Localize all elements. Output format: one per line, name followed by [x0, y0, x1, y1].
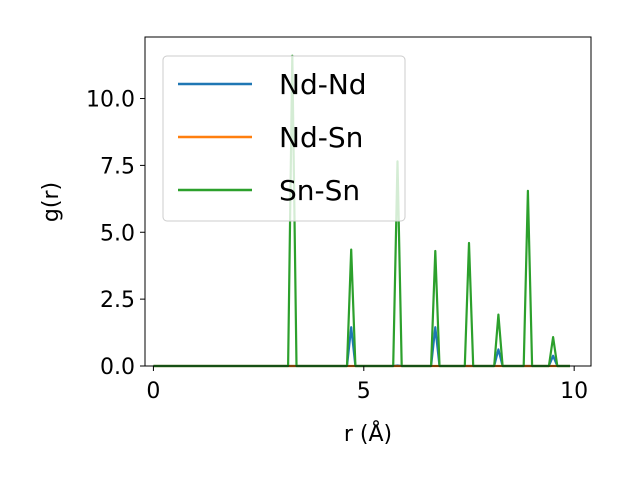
- y-axis: 0.0 2.5 5.0 7.5 10.0: [86, 88, 145, 380]
- series-line-nd-nd: [153, 326, 570, 368]
- y-tick-label: 10.0: [86, 88, 135, 113]
- legend-label: Nd-Nd: [279, 68, 367, 101]
- legend: Nd-Nd Nd-Sn Sn-Sn: [162, 55, 406, 222]
- y-tick-label: 5.0: [100, 221, 135, 246]
- legend-label: Nd-Sn: [279, 121, 363, 154]
- plot-frame: [144, 36, 592, 367]
- x-tick-label: 5: [357, 379, 371, 404]
- x-tick-label: 10: [560, 379, 588, 404]
- y-tick-label: 0.0: [100, 355, 135, 380]
- y-tick-label: 2.5: [100, 288, 135, 313]
- y-tick-label: 7.5: [100, 154, 135, 179]
- x-tick-label: 0: [146, 379, 160, 404]
- x-axis: 0 5 10: [146, 366, 588, 404]
- y-axis-label: g(r): [39, 182, 64, 222]
- x-axis-label: r (Å): [344, 420, 392, 447]
- legend-label: Sn-Sn: [279, 174, 360, 207]
- legend-box: [162, 55, 406, 222]
